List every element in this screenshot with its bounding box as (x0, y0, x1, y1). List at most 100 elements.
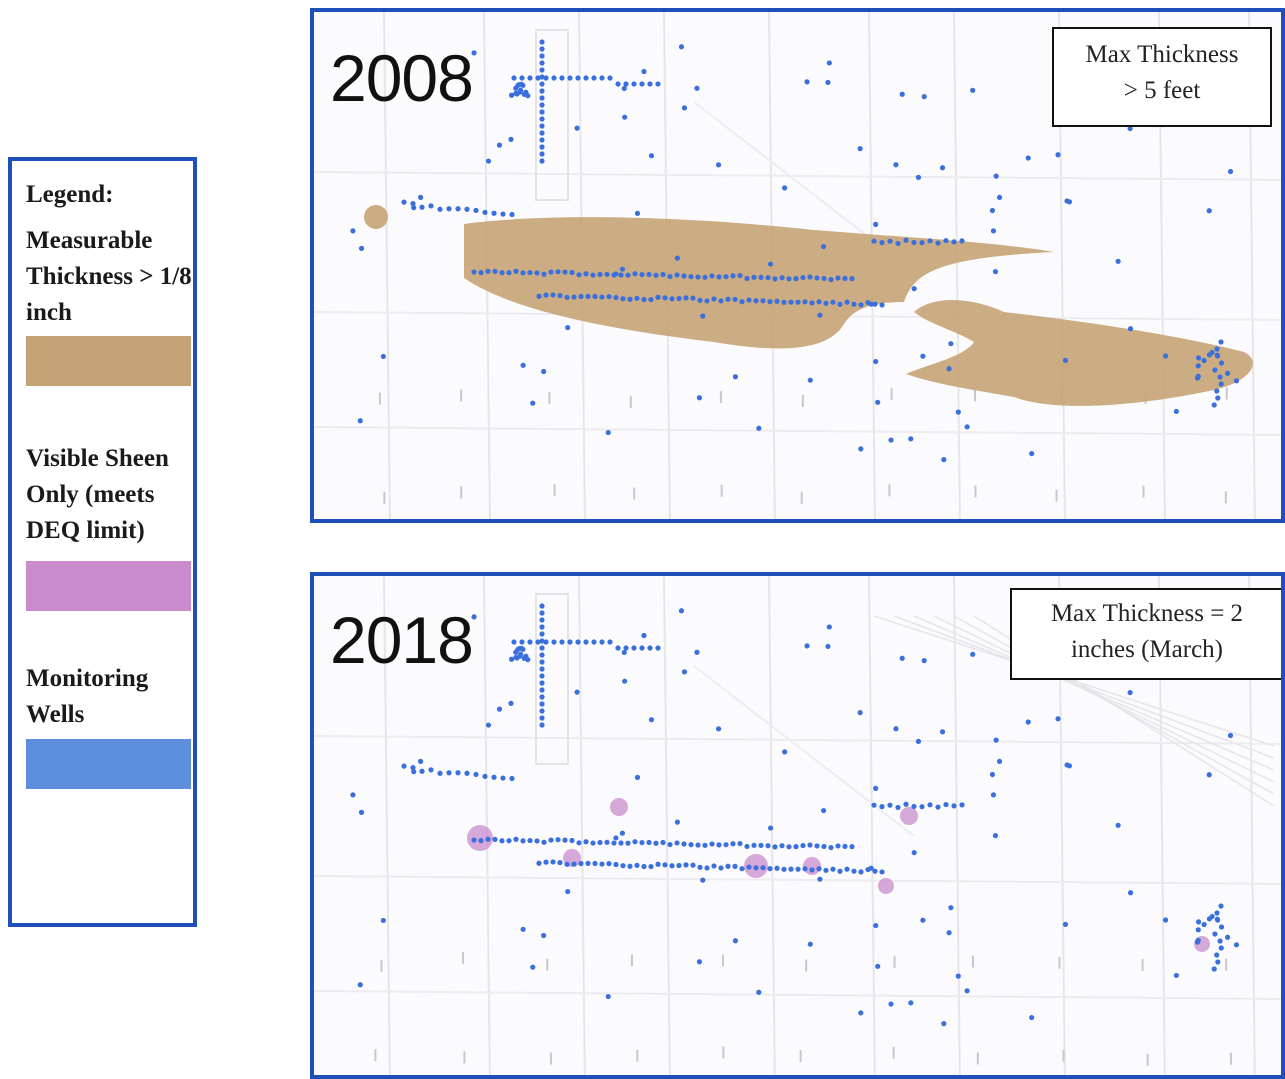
monitoring-well (559, 639, 565, 645)
legend-swatch-monitoring-wells (26, 739, 191, 789)
map-2018-info-line1: Max Thickness = 2 (1050, 600, 1244, 627)
monitoring-well (1233, 378, 1240, 384)
monitoring-well (606, 294, 612, 300)
monitoring-well (662, 295, 668, 301)
street-line (314, 735, 1281, 745)
monitoring-well (851, 868, 857, 874)
monitoring-well (1195, 363, 1201, 369)
monitoring-well (795, 866, 801, 872)
monitoring-well (695, 842, 701, 848)
monitoring-well (802, 866, 808, 872)
monitoring-well (695, 274, 701, 280)
street-line (314, 875, 1281, 885)
monitoring-well (1055, 152, 1061, 158)
thickness-plume-east (906, 299, 1253, 406)
monitoring-well (746, 864, 752, 870)
street-label-mark (799, 1050, 802, 1063)
monitoring-well (543, 292, 549, 298)
monitoring-well (520, 362, 526, 368)
monitoring-well (539, 680, 545, 686)
monitoring-well (539, 610, 545, 616)
street-label-mark (1055, 489, 1058, 502)
monitoring-well (795, 299, 801, 305)
monitoring-wells (350, 603, 1240, 1027)
monitoring-well (1227, 732, 1234, 739)
monitoring-well (868, 865, 874, 871)
monitoring-well (1127, 326, 1134, 332)
monitoring-well (539, 116, 545, 122)
monitoring-well (583, 271, 589, 277)
monitoring-well (996, 758, 1003, 765)
monitoring-well (716, 842, 722, 848)
sheen-area (900, 807, 918, 825)
monitoring-well (401, 763, 407, 769)
monitoring-well (737, 840, 743, 847)
monitoring-well (583, 639, 589, 645)
monitoring-well (718, 865, 724, 871)
monitoring-well (696, 959, 703, 965)
monitoring-well (627, 863, 633, 869)
monitoring-well (539, 158, 545, 164)
monitoring-well (511, 75, 517, 81)
street-label-mark (1146, 1053, 1149, 1066)
monitoring-well (410, 765, 416, 771)
monitoring-well (959, 238, 965, 244)
monitoring-well (541, 271, 547, 277)
street-line (868, 576, 876, 1075)
monitoring-well (919, 240, 925, 246)
street-label-mark (973, 389, 976, 402)
rail-line (913, 615, 1275, 771)
monitoring-well (1224, 370, 1231, 376)
monitoring-well (1201, 357, 1207, 364)
monitoring-well (993, 737, 999, 743)
monitoring-well (772, 844, 778, 850)
monitoring-well (858, 1010, 864, 1016)
monitoring-well (676, 862, 682, 869)
monitoring-well (539, 701, 545, 707)
monitoring-well (622, 678, 628, 684)
monitoring-well (539, 74, 545, 80)
monitoring-well (681, 105, 688, 111)
street-label-mark (719, 391, 722, 404)
monitoring-well (564, 294, 570, 300)
monitoring-well (920, 917, 926, 923)
monitoring-well (543, 75, 549, 81)
monitoring-well (514, 91, 520, 97)
monitoring-well (550, 292, 556, 298)
monitoring-well (911, 286, 917, 292)
monitoring-well (539, 715, 545, 721)
monitoring-well (837, 868, 843, 874)
monitoring-well (590, 840, 596, 846)
monitoring-well (619, 266, 626, 272)
monitoring-well (569, 269, 575, 276)
monitoring-well (992, 269, 999, 275)
monitoring-well (565, 324, 571, 331)
monitoring-well (758, 274, 764, 281)
monitoring-well (539, 624, 545, 630)
monitoring-well (647, 645, 653, 651)
monitoring-well (592, 293, 598, 300)
monitoring-well (411, 205, 417, 211)
monitoring-well (793, 276, 799, 282)
monitoring-well (655, 294, 661, 300)
monitoring-well (578, 293, 584, 300)
monitoring-well (821, 275, 827, 282)
monitoring-well (948, 905, 954, 911)
monitoring-well (825, 79, 831, 86)
monitoring-well (520, 926, 526, 932)
monitoring-well (557, 293, 563, 299)
monitoring-well (927, 238, 933, 244)
monitoring-well (539, 60, 545, 66)
monitoring-well (611, 840, 617, 846)
monitoring-well (943, 237, 949, 244)
monitoring-well (669, 863, 675, 869)
monitoring-well (774, 298, 780, 304)
monitoring-well (660, 271, 666, 278)
monitoring-well (730, 841, 736, 847)
monitoring-well (516, 81, 522, 88)
monitoring-well (622, 114, 628, 120)
monitoring-well (758, 842, 764, 849)
monitoring-well (519, 75, 525, 81)
monitoring-well (506, 838, 512, 844)
monitoring-well (478, 270, 484, 276)
